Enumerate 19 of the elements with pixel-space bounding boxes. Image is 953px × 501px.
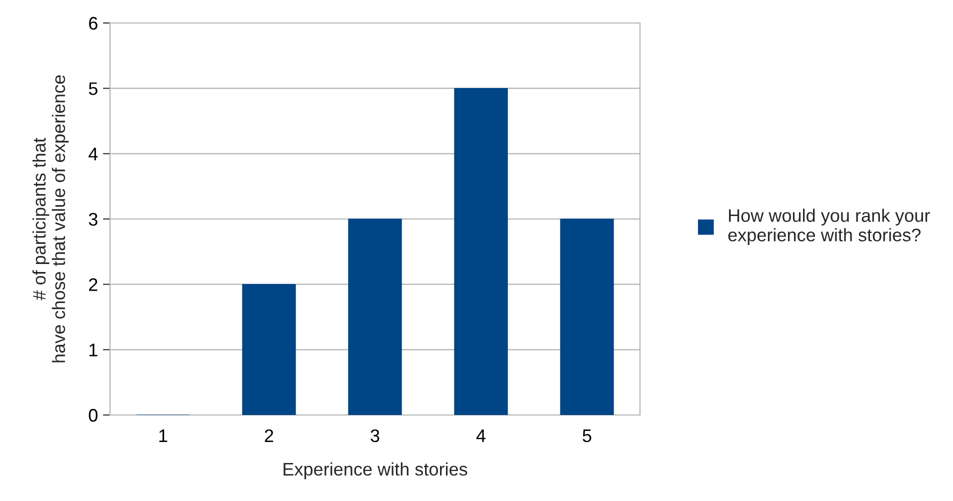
y-axis-title: # of participants that have chose that value of experience <box>32 75 69 362</box>
x-tick-label: 3 <box>370 429 380 442</box>
x-tick-label: 2 <box>264 429 274 442</box>
y-tick-label: 3 <box>88 212 98 226</box>
bar <box>242 284 296 415</box>
x-tick-label: 4 <box>476 430 486 442</box>
y-tick-label: 0 <box>88 408 98 422</box>
x-tick-label: 1 <box>159 430 168 442</box>
y-tick-label: 2 <box>89 278 98 291</box>
bar <box>560 218 614 415</box>
x-axis-title: Experience with stories <box>284 462 468 480</box>
y-tick-label: 1 <box>90 344 98 356</box>
bar <box>454 88 508 415</box>
y-tick-label: 6 <box>89 16 98 30</box>
legend-label: How would you rank your experience with stories? <box>728 208 930 245</box>
bar <box>348 218 402 415</box>
x-tick-label: 5 <box>582 430 592 442</box>
y-tick-label: 4 <box>88 148 98 160</box>
y-tick-label: 5 <box>88 82 98 96</box>
